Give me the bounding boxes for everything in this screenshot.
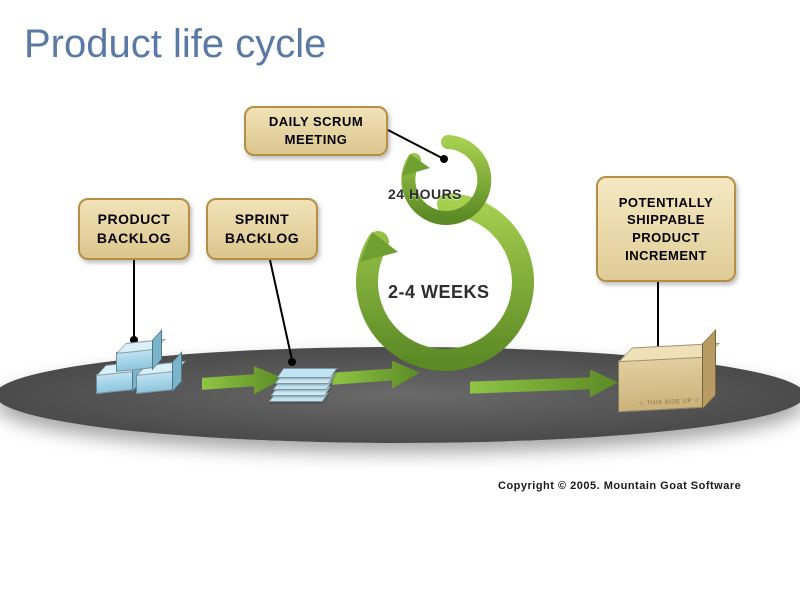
- big-cycle-label: 2-4 Weeks: [388, 282, 490, 303]
- small-cycle-label: 24 Hours: [388, 186, 462, 202]
- daily-scrum-callout: Daily Scrum Meeting: [244, 106, 388, 156]
- product-increment-label: Potentially Shippable Product Increment: [619, 194, 714, 264]
- sprint-backlog-callout: Sprint Backlog: [206, 198, 318, 260]
- scrum-lifecycle-diagram: Product life cycle: [0, 0, 800, 600]
- product-backlog-callout: Product Backlog: [78, 198, 190, 260]
- copyright-text: Copyright © 2005. Mountain Goat Software: [498, 480, 741, 492]
- product-backlog-label: Product Backlog: [97, 210, 171, 248]
- sprint-backlog-label: Sprint Backlog: [225, 210, 299, 248]
- product-increment-callout: Potentially Shippable Product Increment: [596, 176, 736, 282]
- daily-scrum-label: Daily Scrum Meeting: [269, 113, 363, 148]
